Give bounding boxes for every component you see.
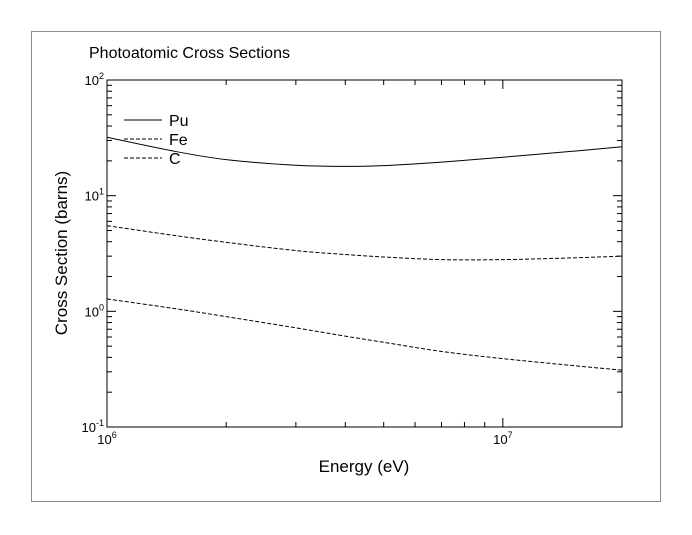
legend: Pu Fe C — [124, 113, 189, 168]
y-tick-label: 101 — [85, 187, 104, 204]
x-axis-label: Energy (eV) — [319, 457, 410, 476]
legend-label-c: C — [169, 151, 181, 168]
plot-area — [106, 79, 623, 428]
y-tick-label: 102 — [85, 71, 104, 88]
y-tick-label: 100 — [85, 302, 104, 319]
y-tick-label: 10-1 — [82, 418, 104, 435]
series-line-fe — [106, 225, 623, 261]
x-tick-label: 106 — [97, 430, 116, 447]
y-ticks — [107, 79, 622, 428]
x-ticks — [106, 80, 623, 427]
series-line-c — [106, 298, 623, 371]
x-tick-label: 107 — [493, 430, 512, 447]
figure-frame — [31, 31, 661, 502]
x-tick-labels: 106 107 — [97, 430, 512, 447]
series-lines — [106, 136, 623, 371]
y-axis-label: Cross Section (barns) — [52, 171, 71, 335]
chart-title: Photoatomic Cross Sections — [89, 45, 290, 62]
series-line-pu — [106, 136, 623, 167]
legend-label-pu: Pu — [169, 113, 189, 130]
y-tick-labels: 10-1 100 101 102 — [82, 71, 104, 435]
legend-label-fe: Fe — [169, 132, 188, 149]
